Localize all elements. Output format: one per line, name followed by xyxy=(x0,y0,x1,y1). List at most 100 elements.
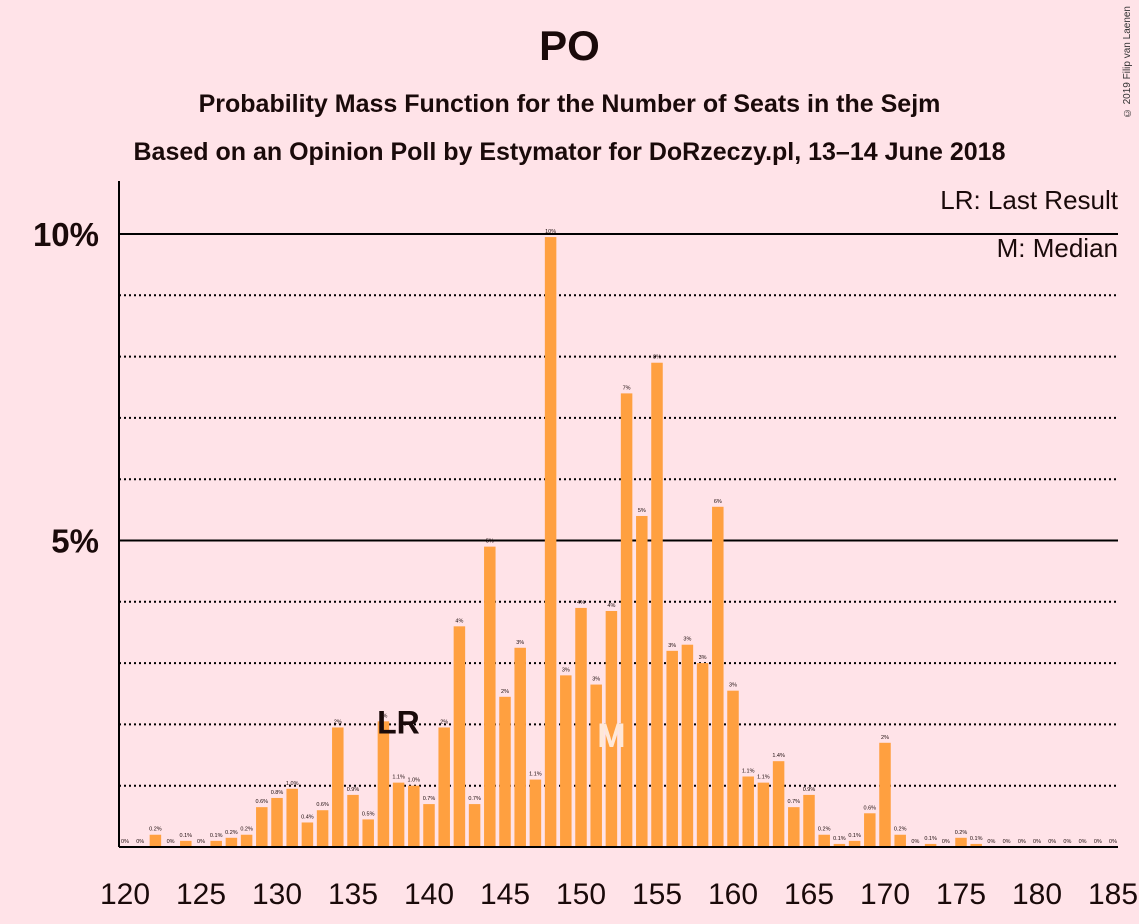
axes: 120 125 130 135 140 145 150 155 160 165 170 175 180 1… xyxy=(33,181,1138,911)
bar xyxy=(757,782,770,847)
bar xyxy=(955,837,967,847)
x-tick-label: 185 xyxy=(1088,878,1138,911)
bar xyxy=(316,810,329,847)
bar-label: 0.1% xyxy=(848,833,861,839)
bar xyxy=(484,546,496,847)
bar-label: 3% xyxy=(562,667,570,673)
legend-median: M: Median xyxy=(997,233,1118,263)
bar xyxy=(210,840,222,847)
x-tick-label: 130 xyxy=(252,878,302,911)
bar-label: 0.4% xyxy=(301,814,314,820)
bar xyxy=(560,675,572,847)
bar-label: 3% xyxy=(683,637,691,643)
bar xyxy=(590,684,602,847)
bar-label: 0% xyxy=(1079,839,1087,845)
bar xyxy=(392,782,405,847)
bar-label: 2% xyxy=(334,719,342,725)
bar xyxy=(529,779,542,847)
x-tick-label: 170 xyxy=(860,878,910,911)
bar-label: 0.6% xyxy=(864,805,877,811)
bar-label: 0% xyxy=(1033,839,1041,845)
bar-label: 0% xyxy=(911,839,919,845)
bar xyxy=(742,776,754,847)
bar-labels: 0% 0%0.2%0%0.1%0%0.1%0.2%0.2%0.6%0.8%1.0%… xyxy=(121,229,1117,845)
bar-label: 2% xyxy=(440,719,448,725)
bar xyxy=(788,807,800,847)
bar xyxy=(301,822,314,847)
bar-label: 0.1% xyxy=(180,833,193,839)
bar-label: 2% xyxy=(379,713,387,719)
bar-label: 4% xyxy=(455,618,463,624)
bar xyxy=(681,644,694,847)
bar-label: 0.9% xyxy=(347,787,360,793)
bar-label: 0.6% xyxy=(316,802,329,808)
bar-label: 4% xyxy=(577,600,585,606)
bar-label: 2% xyxy=(501,689,509,695)
bar-label: 3% xyxy=(729,683,737,689)
bar-label: 3% xyxy=(592,677,600,683)
bar-label: 0% xyxy=(1048,839,1056,845)
bar-label: 0.8% xyxy=(271,790,284,796)
bar-label: 0.2% xyxy=(894,827,907,833)
bar-label: 0.1% xyxy=(210,833,223,839)
bar-label: 0% xyxy=(942,839,950,845)
bar xyxy=(605,610,618,847)
bar xyxy=(377,721,390,847)
y-tick-label: 10% xyxy=(33,216,99,253)
x-tick-label: 165 xyxy=(784,878,834,911)
bar xyxy=(666,650,678,847)
x-tick-label: 120 xyxy=(100,878,150,911)
bar-label: 0.7% xyxy=(468,796,481,802)
bar xyxy=(468,804,481,847)
bar-label: 0.1% xyxy=(833,836,846,842)
bar-label: 1.4% xyxy=(772,753,785,759)
bar xyxy=(240,834,253,847)
legend-last-result: LR: Last Result xyxy=(940,185,1119,215)
bar-label: 2% xyxy=(881,735,889,741)
bar-label: 0.2% xyxy=(225,830,238,836)
bar-label: 10% xyxy=(545,229,556,235)
bar-label: 1.0% xyxy=(286,781,299,787)
x-tick-label: 150 xyxy=(556,878,606,911)
bar xyxy=(514,647,526,847)
chart-subtitle: Probability Mass Function for the Number… xyxy=(198,90,941,118)
bar xyxy=(286,788,298,847)
bar xyxy=(225,837,238,847)
bar xyxy=(423,804,435,847)
bar-label: 0% xyxy=(1018,839,1026,845)
bar xyxy=(894,834,906,847)
bar-label: 0% xyxy=(1003,839,1011,845)
bar-label: 4% xyxy=(607,603,615,609)
bar xyxy=(879,742,891,847)
bar xyxy=(848,840,861,847)
x-tick-label: 155 xyxy=(632,878,682,911)
bar xyxy=(864,813,876,847)
bar-label: 0% xyxy=(197,839,205,845)
bar xyxy=(636,515,648,847)
y-tick-label: 5% xyxy=(51,523,99,560)
bar-label: 0% xyxy=(136,839,144,845)
bar-label: 0% xyxy=(1109,839,1117,845)
grid-lines xyxy=(119,233,1118,787)
bar xyxy=(544,237,557,847)
x-tick-label: 140 xyxy=(404,878,454,911)
bar-label: 3% xyxy=(699,655,707,661)
bar xyxy=(772,761,785,847)
bar-label: 3% xyxy=(516,640,524,646)
bar xyxy=(818,834,830,847)
x-tick-label: 135 xyxy=(328,878,378,911)
bar xyxy=(271,797,283,847)
bar-label: 1.1% xyxy=(529,772,542,778)
bar-label: 0% xyxy=(167,839,175,845)
bar xyxy=(362,819,374,847)
bar-label: 0.7% xyxy=(423,796,436,802)
bar xyxy=(438,727,450,847)
chart-source: Based on an Opinion Poll by Estymator fo… xyxy=(133,138,1006,166)
bar-label: 0.7% xyxy=(788,799,801,805)
chart-title: PO xyxy=(539,22,600,69)
bar-label: 7% xyxy=(623,385,631,391)
bar xyxy=(651,362,663,847)
bar xyxy=(620,393,633,847)
